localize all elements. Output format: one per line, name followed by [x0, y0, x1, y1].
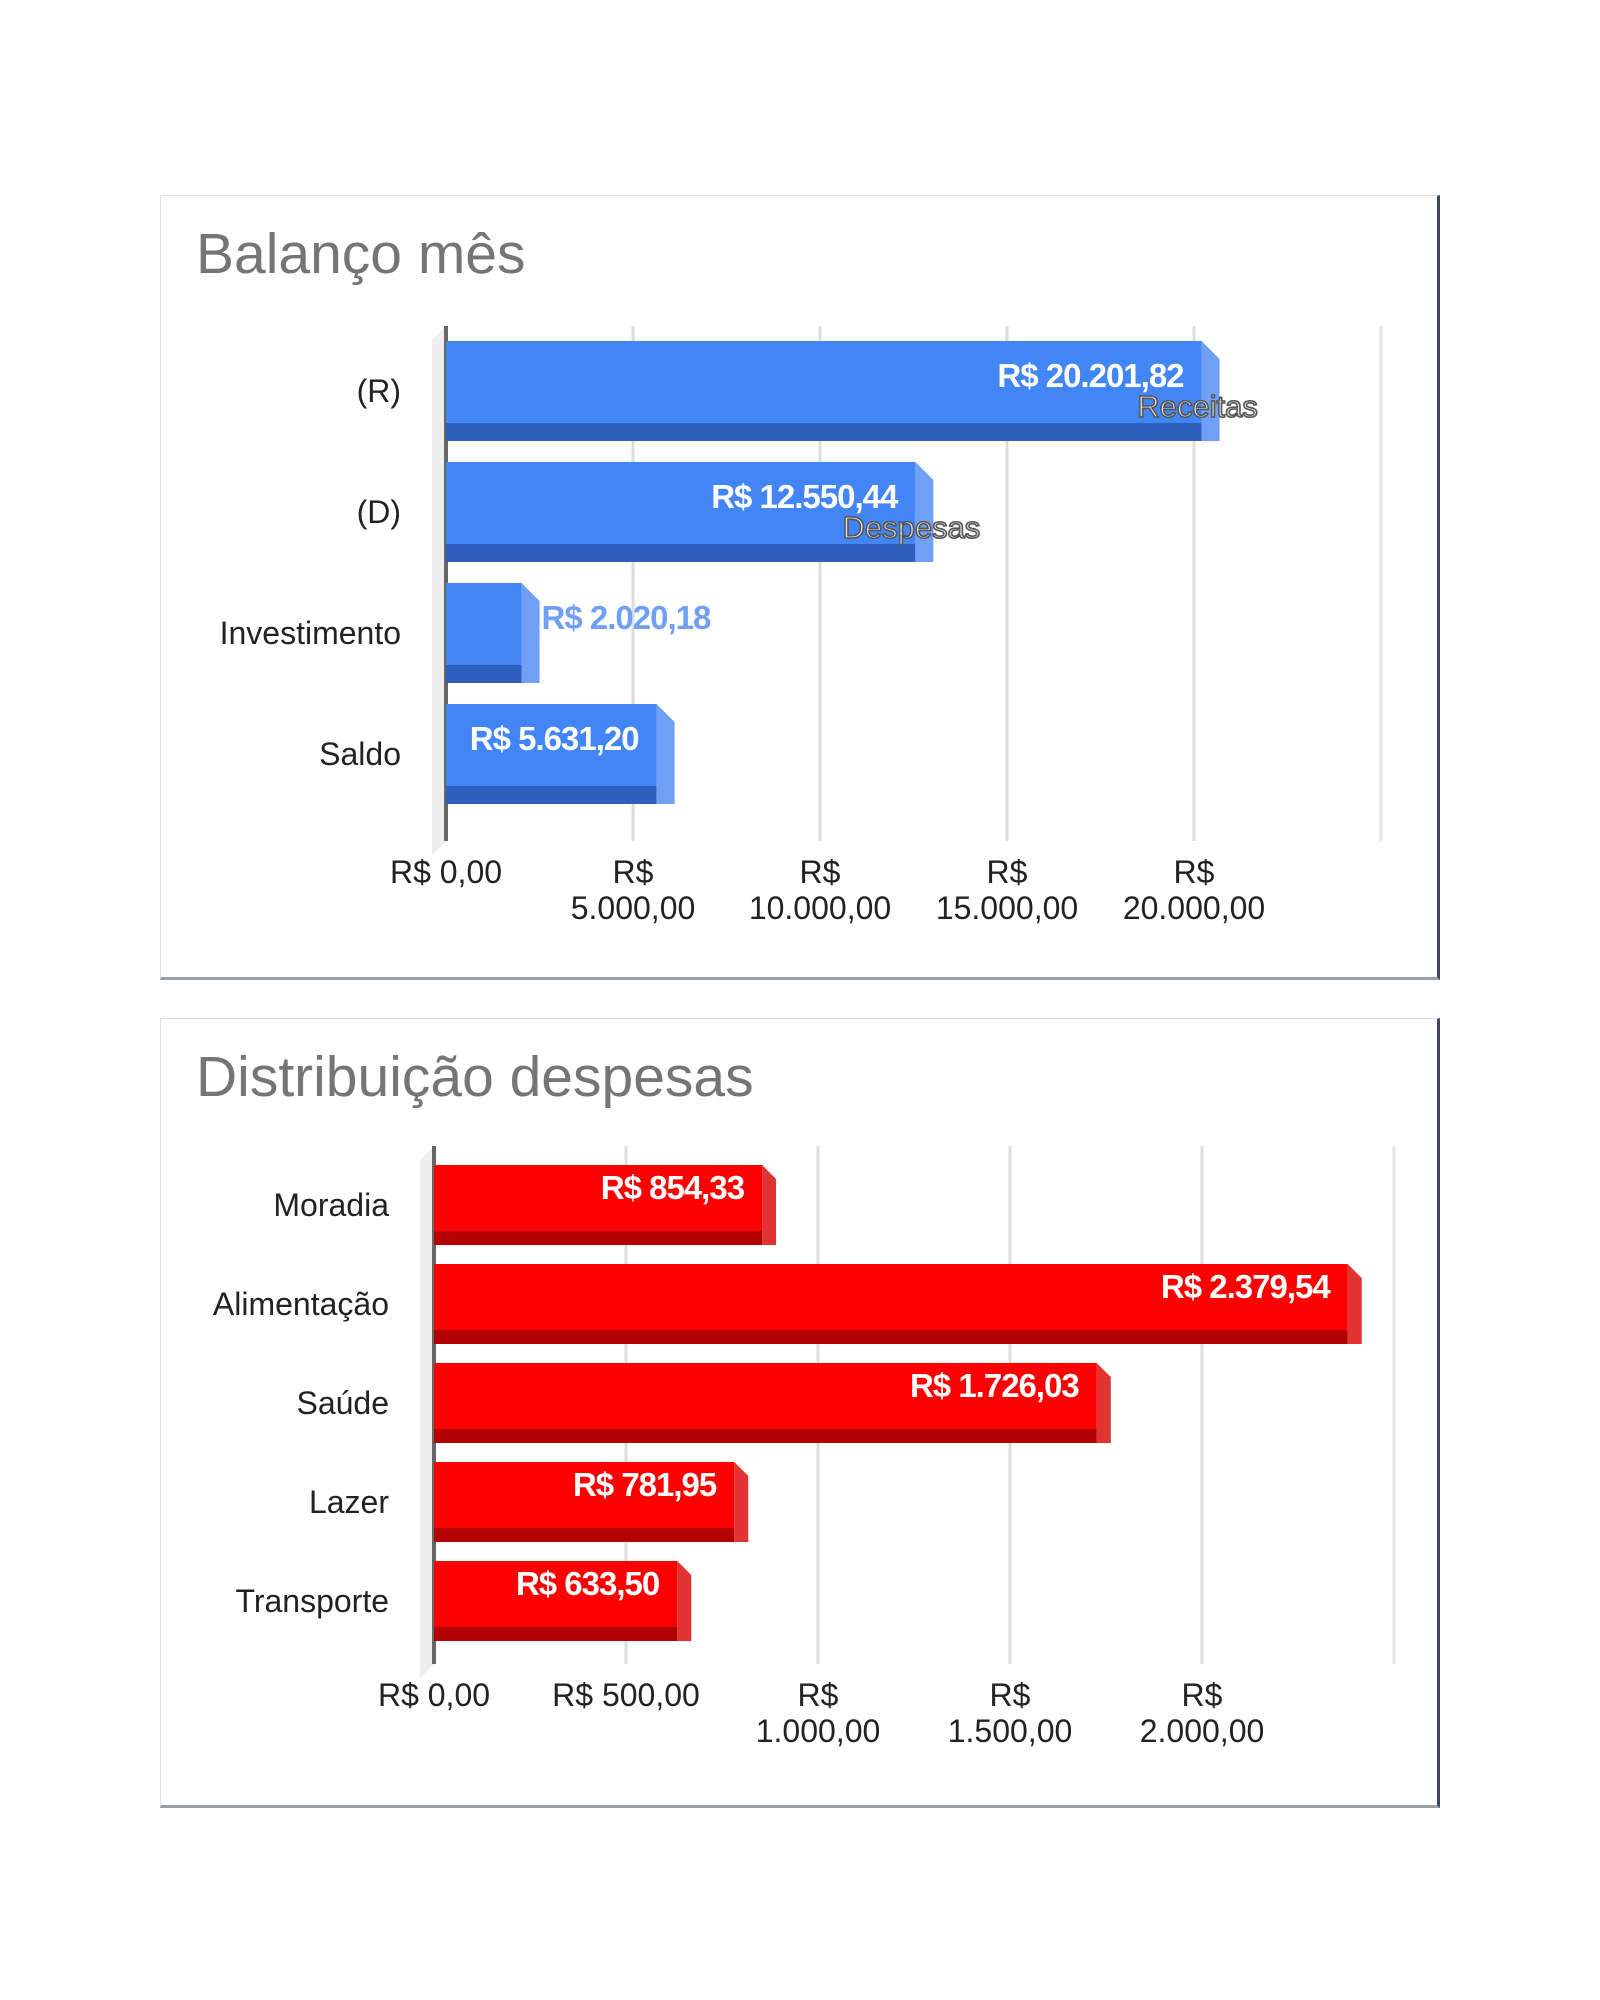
- bar-4: [446, 704, 675, 804]
- chart-title: Distribuição despesas: [196, 1045, 754, 1109]
- x-tick-label: R$ 0,00: [378, 1677, 490, 1713]
- bar-front-face: [446, 583, 522, 665]
- bar-bottom-face: [434, 1330, 1348, 1344]
- category-label: (D): [357, 494, 401, 530]
- category-label: Alimentação: [213, 1286, 389, 1322]
- bar-side-face: [1201, 341, 1220, 441]
- bar-chart-despesas: R$ 0,00 R$ 500,00 R$ 1.000,00 R$ 1.500,00 R$ 2.…: [213, 1146, 1396, 1749]
- category-label: Saúde: [296, 1385, 389, 1421]
- bar-front-face: [434, 1264, 1348, 1330]
- bar-bottom-face: [446, 423, 1202, 441]
- category-label: Moradia: [273, 1187, 389, 1223]
- category-label: Saldo: [319, 736, 401, 772]
- bar-front-face: [434, 1561, 678, 1627]
- data-label: R$ 12.550,44: [711, 478, 899, 515]
- x-tick-label: R$ 15.000,00: [936, 854, 1078, 926]
- x-tick-label: R$ 10.000,00: [749, 854, 891, 926]
- x-tick-label: R$ 1.500,00: [948, 1677, 1073, 1749]
- bar-2: [434, 1264, 1362, 1344]
- data-label: R$ 5.631,20: [470, 720, 639, 757]
- bar-front-face: [434, 1462, 735, 1528]
- bar-3: [446, 583, 540, 683]
- data-label: R$ 20.201,82: [997, 357, 1184, 394]
- bar-3: [434, 1363, 1111, 1443]
- bar-side-face: [677, 1561, 692, 1641]
- data-label: R$ 854,33: [601, 1169, 745, 1206]
- bar-1: [434, 1165, 777, 1245]
- bar-side-face: [1347, 1264, 1362, 1344]
- data-label: R$ 1.726,03: [910, 1367, 1079, 1404]
- bar-bottom-face: [434, 1627, 678, 1641]
- bar-front-face: [446, 462, 916, 544]
- chart-title: Balanço mês: [196, 222, 526, 286]
- bar-front-face: [446, 704, 657, 786]
- x-tick-label: R$ 2.000,00: [1140, 1677, 1265, 1749]
- data-label: R$ 633,50: [516, 1565, 659, 1602]
- bar-side-face: [1096, 1363, 1111, 1443]
- chart-distribuicao-despesas: Distribuição despesas R$ 0,00 R$ 500,00 R$…: [160, 1018, 1440, 1808]
- bar-bottom-face: [446, 665, 522, 683]
- category-label: (R): [357, 373, 401, 409]
- bar-side-face: [762, 1165, 777, 1245]
- chart-back-wall: [432, 326, 446, 855]
- bar-front-face: [446, 341, 1202, 423]
- bar-side-face: [734, 1462, 749, 1542]
- data-label: R$ 781,95: [573, 1466, 717, 1503]
- category-label: Investimento: [220, 615, 401, 651]
- x-tick-label: R$ 5.000,00: [571, 854, 696, 926]
- bar-bottom-face: [434, 1429, 1097, 1443]
- bar-front-face: [434, 1165, 763, 1231]
- bar-front-face: [434, 1363, 1097, 1429]
- chart-back-wall: [420, 1146, 434, 1678]
- bar-bottom-face: [434, 1231, 763, 1245]
- bar-4: [434, 1462, 749, 1542]
- x-tick-label: R$ 500,00: [552, 1677, 700, 1713]
- bar-bottom-face: [434, 1528, 735, 1542]
- category-label: Lazer: [309, 1484, 389, 1520]
- bar-side-face: [915, 462, 934, 562]
- bar-side-face: [521, 583, 540, 683]
- category-label: Transporte: [235, 1583, 389, 1619]
- x-tick-label: R$ 1.000,00: [756, 1677, 881, 1749]
- bar-bottom-face: [446, 544, 916, 562]
- bar-bottom-face: [446, 786, 657, 804]
- bar-annotation: Receitas: [1137, 389, 1258, 424]
- data-label: R$ 2.020,18: [542, 599, 711, 636]
- data-label: R$ 2.379,54: [1161, 1268, 1331, 1305]
- bar-2: [446, 462, 934, 562]
- bar-chart-balanco: R$ 0,00 R$ 5.000,00 R$ 10.000,00 R$ 15.000,00 R…: [220, 326, 1383, 926]
- bar-1: [446, 341, 1220, 441]
- bar-annotation: Despesas: [842, 510, 980, 545]
- bar-5: [434, 1561, 692, 1641]
- bar-side-face: [656, 704, 675, 804]
- x-tick-label: R$ 20.000,00: [1123, 854, 1265, 926]
- x-tick-label: R$ 0,00: [390, 854, 502, 890]
- chart-balanco-mes: Balanço mês R$ 0,00 R$ 5.000,00 R$ 10.000,00…: [160, 195, 1440, 980]
